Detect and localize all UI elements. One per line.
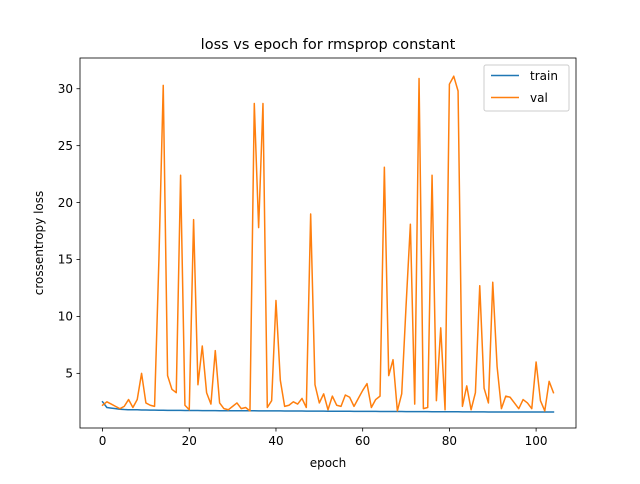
- y-tick-label: 30: [58, 82, 73, 96]
- y-axis-label: crossentropy loss: [32, 191, 46, 296]
- x-tick-label: 80: [442, 434, 457, 448]
- x-tick-label: 40: [268, 434, 283, 448]
- chart-title: loss vs epoch for rmsprop constant: [201, 37, 456, 53]
- series-line-train: [101, 400, 555, 413]
- legend: train val: [483, 64, 570, 112]
- series-line-val: [101, 75, 555, 412]
- x-axis-label: epoch: [310, 456, 347, 470]
- x-tick-label: 20: [182, 434, 197, 448]
- legend-label-val: val: [530, 91, 548, 105]
- y-tick-label: 10: [58, 310, 73, 324]
- x-tick-label: 100: [525, 434, 548, 448]
- x-tick-label: 60: [355, 434, 370, 448]
- legend-box: [483, 64, 570, 112]
- plot-frame: [79, 57, 577, 429]
- y-tick-label: 25: [58, 139, 73, 153]
- x-tick-label: 0: [99, 434, 107, 448]
- y-tick-label: 15: [58, 253, 73, 267]
- y-tick-label: 5: [65, 367, 73, 381]
- y-tick-label: 20: [58, 196, 73, 210]
- legend-label-train: train: [530, 69, 558, 83]
